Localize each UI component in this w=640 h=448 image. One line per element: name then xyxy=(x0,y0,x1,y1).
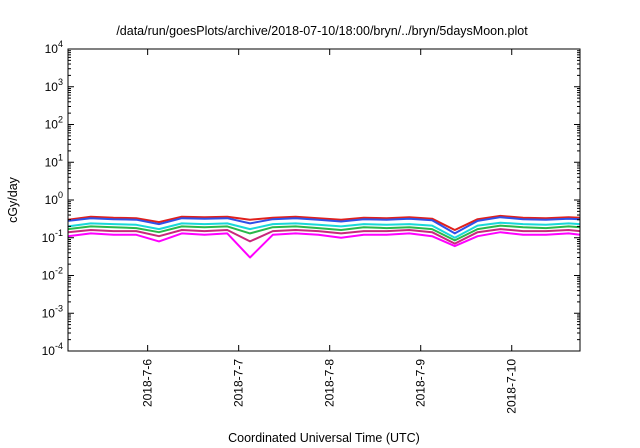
y-tick-label: 103 xyxy=(45,77,63,94)
y-tick-label: 10-4 xyxy=(42,341,63,358)
series-line xyxy=(67,216,581,235)
series-line xyxy=(67,214,581,231)
y-tick-label: 100 xyxy=(45,190,63,207)
x-tick-label: 2018-7-10 xyxy=(505,359,519,414)
y-tick-label: 10-3 xyxy=(42,303,63,320)
y-tick-label: 10-1 xyxy=(42,228,63,245)
series-layer xyxy=(67,214,581,259)
series-line xyxy=(67,224,581,242)
series-line xyxy=(67,228,581,245)
y-tick-label: 10-2 xyxy=(42,266,63,283)
series-line xyxy=(67,231,581,259)
x-tick-label: 2018-7-8 xyxy=(323,359,337,407)
x-tick-label: 2018-7-6 xyxy=(141,359,155,407)
x-axis: 2018-7-6 2018-7-7 2018-7-8 2018-7-9 2018-7-1… xyxy=(141,49,519,414)
y-tick-label: 104 xyxy=(45,39,63,56)
y-axis: 10-4 10-3 10-2 10-1 100 101 102 103 104 xyxy=(42,39,580,358)
x-tick-label: 2018-7-9 xyxy=(414,359,428,407)
y-tick-label: 101 xyxy=(45,152,63,169)
y-axis-label: cGy/day xyxy=(6,176,20,223)
x-axis-label: Coordinated Universal Time (UTC) xyxy=(228,431,420,445)
y-tick-label: 102 xyxy=(45,115,63,132)
series-line xyxy=(67,221,581,239)
x-tick-label: 2018-7-7 xyxy=(232,359,246,407)
plot-area-frame xyxy=(67,48,581,352)
chart-title: /data/run/goesPlots/archive/2018-07-10/1… xyxy=(116,24,528,38)
